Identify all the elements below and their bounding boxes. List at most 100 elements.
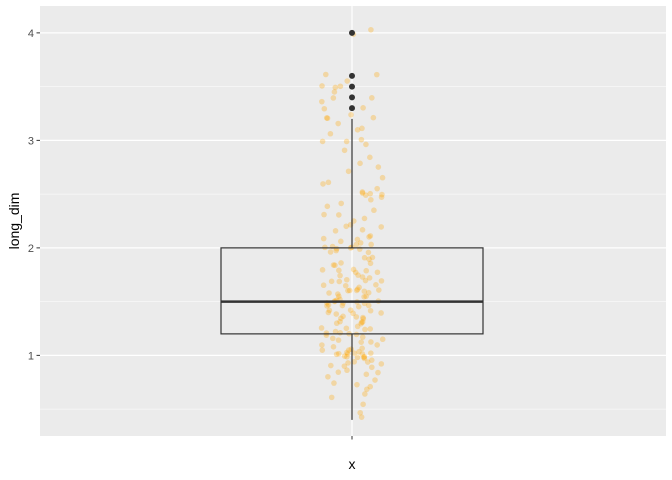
jitter-point xyxy=(332,328,339,335)
jitter-point xyxy=(362,192,369,198)
jitter-point xyxy=(357,240,364,246)
jitter-point xyxy=(363,371,370,378)
jitter-point xyxy=(319,347,326,353)
jitter-point xyxy=(365,249,372,256)
jitter-point xyxy=(360,314,366,321)
jitter-point xyxy=(353,314,360,320)
jitter-point xyxy=(322,71,329,78)
y-axis: 1 2 3 4 xyxy=(28,28,40,362)
jitter-point xyxy=(355,272,361,278)
jitter-point xyxy=(327,249,334,255)
jitter-point xyxy=(344,367,350,374)
jitter-point xyxy=(379,191,385,198)
jitter-point xyxy=(323,115,330,121)
jitter-point xyxy=(358,319,365,326)
box xyxy=(220,118,484,420)
jitter-point xyxy=(368,241,374,248)
jitter-point xyxy=(345,360,351,366)
jitter-point xyxy=(357,409,364,416)
jitter-point xyxy=(325,302,332,308)
y-axis-title: long_dim xyxy=(6,193,22,250)
jitter-point xyxy=(325,309,332,316)
outlier-points xyxy=(349,29,355,112)
jitter-point xyxy=(354,236,361,243)
jitter-point xyxy=(368,196,374,203)
jitter-point xyxy=(321,105,328,112)
jitter-point xyxy=(354,381,360,388)
outlier-point xyxy=(349,94,355,101)
jitter-point xyxy=(375,164,382,170)
jitter-point xyxy=(357,160,363,167)
jitter-point xyxy=(338,200,345,207)
jitter-point xyxy=(361,355,368,362)
y-tick-label: 2 xyxy=(28,243,34,255)
jitter-point xyxy=(364,386,370,393)
jitter-point xyxy=(362,391,368,397)
jitter-point xyxy=(367,233,374,239)
jitter-point xyxy=(332,228,339,234)
jitter-point xyxy=(367,154,373,161)
jitter-point xyxy=(330,344,337,350)
jitter-point xyxy=(370,114,377,121)
jitter-point xyxy=(359,351,366,357)
jitter-point xyxy=(343,276,350,283)
jitter-point xyxy=(359,274,366,280)
jitter-point xyxy=(366,234,372,240)
jitter-point xyxy=(376,287,382,293)
jitter-point xyxy=(368,357,375,363)
jitter-point xyxy=(330,335,336,342)
jitter-point xyxy=(324,303,330,309)
jitter-point xyxy=(320,235,327,242)
y-tick-label: 4 xyxy=(28,28,34,40)
jitter-point xyxy=(333,247,339,254)
jitter-point xyxy=(374,342,380,348)
jitter-point xyxy=(378,361,385,367)
jitter-point xyxy=(344,351,351,357)
jitter-point xyxy=(350,266,357,273)
jitter-point xyxy=(359,334,366,340)
jitter-point xyxy=(374,185,380,192)
jitter-point xyxy=(352,269,359,276)
outlier-point xyxy=(349,72,355,79)
jitter-point xyxy=(360,401,366,408)
jitter-point xyxy=(348,111,354,118)
jitter-point xyxy=(320,282,327,289)
box-body xyxy=(220,247,484,335)
jitter-point xyxy=(344,78,351,84)
jitter-point xyxy=(356,284,362,291)
jitter-point xyxy=(373,71,380,78)
jitter-point xyxy=(333,311,340,317)
jitter-point xyxy=(360,105,366,111)
jitter-point xyxy=(366,256,372,263)
jitter-point xyxy=(347,307,354,313)
jitter-point xyxy=(351,350,358,356)
x-axis-title: x xyxy=(349,456,356,472)
jitter-point xyxy=(343,138,350,145)
jitter-point xyxy=(353,241,360,248)
jitter-point xyxy=(354,127,361,133)
jitter-point xyxy=(324,203,331,210)
jitter-point xyxy=(345,287,351,294)
jitter-point xyxy=(328,394,335,401)
jitter-point xyxy=(378,224,385,230)
jitter-point xyxy=(336,267,342,274)
jitter-point xyxy=(379,174,386,181)
jitter-point xyxy=(333,351,340,358)
jitter-point xyxy=(369,254,376,261)
jitter-point xyxy=(336,278,343,285)
jitter-point xyxy=(359,190,366,196)
jitter-point xyxy=(337,238,344,245)
jitter-point xyxy=(363,141,369,148)
jitter-point xyxy=(337,272,343,279)
jitter-point xyxy=(358,320,364,327)
jitter-point xyxy=(332,84,339,91)
jitter-point xyxy=(367,190,374,197)
jitter-point xyxy=(363,267,370,274)
jitter-point xyxy=(326,307,333,314)
jitter-point xyxy=(366,275,373,281)
jitter-point xyxy=(338,260,344,266)
jitter-point xyxy=(364,359,371,365)
jitter-point xyxy=(369,364,375,371)
jitter-point xyxy=(346,287,353,294)
